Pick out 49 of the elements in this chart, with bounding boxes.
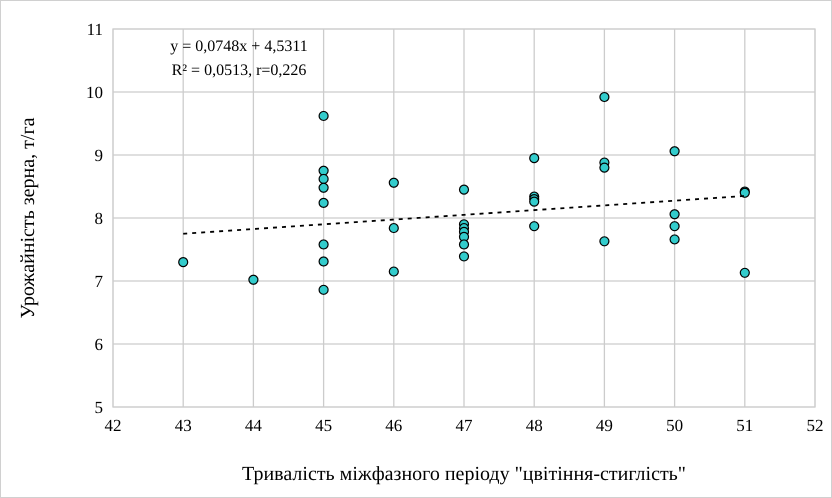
point [178, 257, 188, 268]
point [670, 209, 680, 220]
y-tick-label: 9 [94, 146, 103, 165]
point [318, 182, 329, 193]
point [318, 166, 329, 176]
point [388, 266, 399, 277]
annotation: R² = 0,0513, r=0,226 [172, 62, 306, 79]
point [318, 174, 329, 184]
x-tick-label: 51 [736, 416, 754, 435]
point [599, 162, 610, 173]
point [458, 251, 470, 262]
annotation: y = 0,0748x + 4,5311 [170, 38, 308, 55]
point [529, 221, 540, 232]
x-axis-title: Тривалість міжфазного періоду "цвітіння-стиглість" [242, 463, 686, 485]
point [318, 256, 329, 267]
x-tick-label: 49 [596, 416, 613, 435]
x-tick-label: 46 [385, 416, 402, 435]
point [670, 234, 680, 245]
y-axis-title: Урожайність зерна, т/га [17, 117, 39, 319]
y-tick-label: 7 [94, 272, 104, 291]
y-tick-label: 5 [94, 398, 103, 417]
point [529, 153, 540, 164]
x-tick-label: 50 [666, 416, 684, 435]
point [740, 268, 750, 278]
x-tick-label: 42 [104, 416, 122, 435]
x-tick-label: 45 [315, 416, 332, 435]
point [318, 198, 329, 208]
x-tick-label: 47 [456, 416, 473, 435]
y-tick-label: 8 [94, 209, 103, 228]
point [458, 184, 470, 195]
point [318, 284, 329, 295]
point [388, 178, 399, 188]
point [318, 110, 329, 122]
point [670, 221, 680, 232]
point [388, 222, 399, 234]
x-tick-label: 43 [174, 416, 192, 435]
y-tick-label: 11 [86, 20, 103, 39]
x-tick-label: 52 [806, 416, 824, 435]
point [599, 92, 610, 102]
point [529, 196, 540, 207]
point [599, 236, 610, 246]
y-tick-label: 6 [94, 335, 103, 354]
point [670, 146, 680, 156]
y-tick-label: 10 [86, 83, 103, 102]
point [458, 239, 470, 250]
x-tick-label: 48 [526, 416, 543, 435]
point [318, 239, 329, 250]
point [248, 274, 258, 285]
x-tick-label: 44 [244, 416, 262, 435]
